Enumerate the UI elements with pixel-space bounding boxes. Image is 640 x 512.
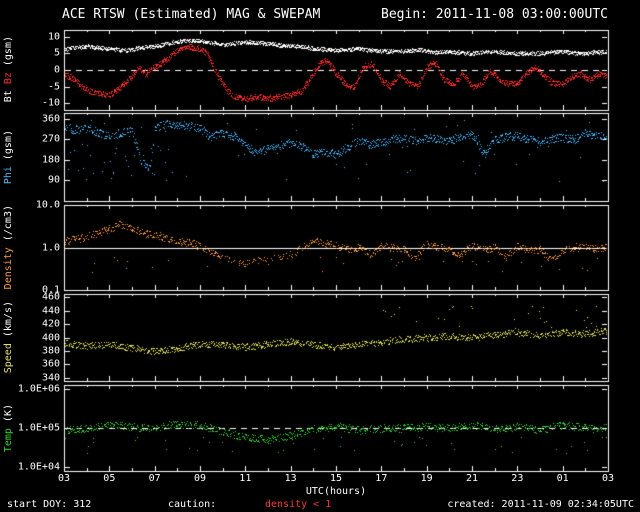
x-axis-title: UTC(hours): [305, 486, 367, 497]
ytick-label-density-0.1: 0.1: [41, 284, 60, 296]
xtick-label-09-3: 09: [193, 473, 207, 484]
ytick-label-speed-360: 360: [41, 358, 60, 370]
xtick-label-21-9: 21: [465, 473, 479, 484]
footer-caution-label: caution:: [168, 499, 217, 510]
y-axis-label-mag: Bt Bz (gsm): [3, 36, 14, 103]
y-axis-label-part: (K): [3, 403, 14, 428]
y-axis-label-part: (gsm): [3, 129, 14, 166]
ytick-label-phi-90: 90: [47, 174, 60, 186]
ytick-label-phi-270: 270: [41, 133, 60, 145]
footer-created-timestamp: created: 2011-11-09 02:34:05UTC: [447, 499, 634, 510]
y-axis-label-phi: Phi (gsm): [3, 129, 14, 184]
ytick-label-density-10.0: 10.0: [35, 199, 60, 211]
xtick-label-15-6: 15: [329, 473, 343, 484]
plot-title: ACE RTSW (Estimated) MAG & SWEPAM: [62, 7, 321, 22]
ytick-label-temp-1.0E+06: 1.0E+06: [17, 383, 60, 395]
xtick-label-03-12: 03: [601, 473, 615, 484]
xtick-label-13-5: 13: [284, 473, 297, 484]
ytick-label-speed-420: 420: [41, 318, 60, 330]
ytick-label-mag-0: 0: [53, 64, 60, 76]
y-axis-label-part: (gsm): [3, 36, 14, 73]
xtick-label-19-8: 19: [420, 473, 433, 484]
y-axis-label-part: (km/s): [3, 300, 14, 344]
ytick-label-speed-380: 380: [41, 345, 60, 357]
y-axis-label-part: Speed: [3, 343, 14, 374]
xtick-label-17-7: 17: [375, 473, 388, 484]
ytick-label-mag--10: -10: [41, 97, 60, 109]
footer-caution-value: density < 1: [265, 499, 332, 510]
ytick-label-speed-440: 440: [41, 305, 60, 317]
ytick-label-phi-180: 180: [41, 154, 60, 166]
y-axis-label-speed: Speed (km/s): [3, 300, 14, 374]
ytick-label-speed-400: 400: [41, 332, 60, 343]
ytick-label-density-1.0: 1.0: [41, 242, 60, 253]
xtick-label-23-10: 23: [511, 473, 524, 484]
xtick-label-11-4: 11: [239, 473, 252, 484]
xtick-label-03-0: 03: [57, 473, 71, 484]
y-axis-label-density: Density (/cm3): [3, 204, 14, 290]
ytick-label-mag-5: 5: [53, 47, 60, 59]
ytick-label-temp-1.0E+04: 1.0E+04: [17, 461, 60, 473]
y-axis-label-temp: Temp (K): [3, 403, 14, 452]
ytick-label-speed-340: 340: [41, 372, 60, 384]
y-axis-label-part: Bt: [3, 84, 14, 103]
begin-timestamp: Begin: 2011-11-08 03:00:00UTC: [381, 7, 608, 22]
xtick-label-05-1: 05: [103, 473, 116, 484]
y-axis-label-part: Density: [3, 246, 14, 290]
ytick-label-mag-10: 10: [47, 31, 60, 43]
ytick-label-temp-1.0E+05: 1.0E+05: [17, 422, 60, 434]
xtick-label-01-11: 01: [556, 473, 569, 484]
y-axis-label-part: Phi: [3, 165, 14, 184]
ytick-label-phi-360: 360: [41, 113, 60, 125]
y-axis-label-part: Bz: [3, 72, 14, 85]
ytick-label-speed-460: 460: [41, 291, 60, 303]
y-axis-label-part: (/cm3): [3, 204, 14, 247]
y-axis-label-part: Temp: [3, 427, 14, 452]
footer-start-doy: start DOY: 312: [7, 499, 92, 510]
xtick-label-07-2: 07: [148, 473, 161, 484]
ytick-label-mag--5: -5: [47, 81, 60, 93]
